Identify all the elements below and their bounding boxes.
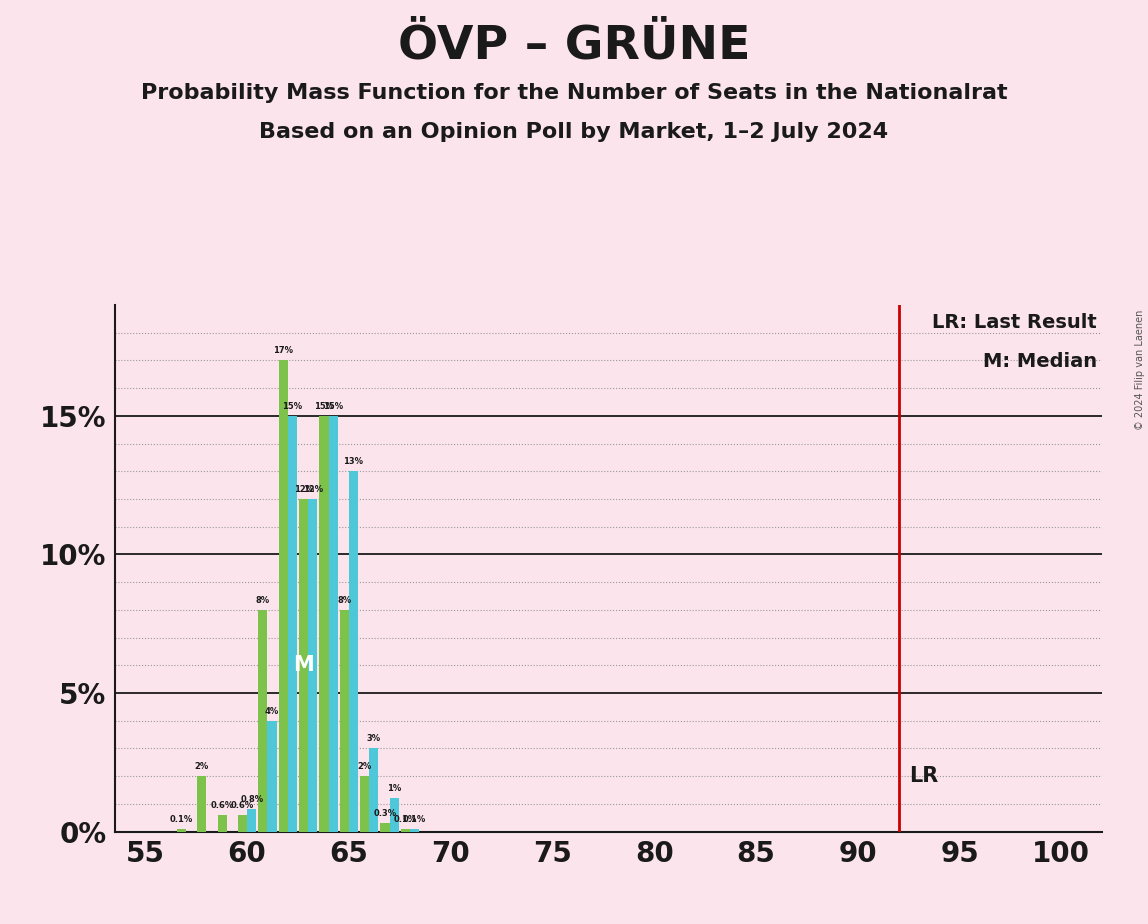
Bar (340, 610, 349, 832)
Text: 3%: 3% (366, 735, 381, 744)
Bar (298, 499, 308, 832)
Bar (218, 815, 227, 832)
Bar (370, 748, 379, 832)
Text: 15%: 15% (282, 402, 302, 411)
Text: 2%: 2% (357, 762, 372, 772)
Text: 17%: 17% (273, 346, 293, 356)
Bar (349, 471, 358, 832)
Bar (258, 610, 267, 832)
Bar (247, 809, 256, 832)
Bar (308, 499, 317, 832)
Bar (401, 829, 410, 832)
Text: 0.6%: 0.6% (231, 801, 254, 810)
Bar (328, 416, 338, 832)
Text: 12%: 12% (294, 485, 313, 494)
Text: 0.1%: 0.1% (403, 815, 426, 824)
Text: Probability Mass Function for the Number of Seats in the Nationalrat: Probability Mass Function for the Number… (141, 83, 1007, 103)
Text: 2%: 2% (195, 762, 209, 772)
Bar (238, 815, 247, 832)
Text: M: Median: M: Median (983, 352, 1097, 371)
Text: 13%: 13% (343, 457, 364, 467)
Text: 0.1%: 0.1% (394, 815, 417, 824)
Bar (288, 416, 297, 832)
Bar (197, 776, 207, 832)
Bar (389, 798, 398, 832)
Text: M: M (293, 655, 315, 675)
Bar (410, 829, 419, 832)
Text: 1%: 1% (387, 784, 402, 794)
Text: LR: LR (909, 766, 938, 786)
Text: 4%: 4% (265, 707, 279, 716)
Text: 0.6%: 0.6% (210, 801, 234, 810)
Bar (267, 721, 277, 832)
Text: 15%: 15% (313, 402, 334, 411)
Bar (319, 416, 328, 832)
Text: LR: Last Result: LR: Last Result (932, 313, 1097, 332)
Text: 12%: 12% (303, 485, 323, 494)
Bar (360, 776, 370, 832)
Bar (279, 360, 288, 832)
Text: ÖVP – GRÜNE: ÖVP – GRÜNE (397, 23, 751, 68)
Text: 0.3%: 0.3% (373, 809, 396, 819)
Text: Based on an Opinion Poll by Market, 1–2 July 2024: Based on an Opinion Poll by Market, 1–2 … (259, 122, 889, 142)
Text: 8%: 8% (338, 596, 351, 605)
Text: 15%: 15% (323, 402, 343, 411)
Text: 0.8%: 0.8% (240, 796, 263, 805)
Bar (380, 823, 389, 832)
Bar (177, 829, 186, 832)
Text: 0.1%: 0.1% (170, 815, 193, 824)
Text: © 2024 Filip van Laenen: © 2024 Filip van Laenen (1135, 310, 1145, 430)
Text: 8%: 8% (256, 596, 270, 605)
